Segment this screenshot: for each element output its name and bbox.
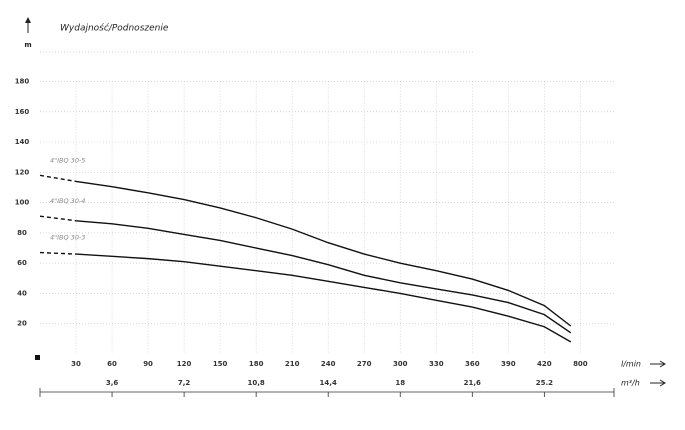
x-tick-label: 150	[213, 360, 228, 368]
origin-marker	[35, 355, 40, 360]
x-tick-label: 360	[465, 360, 480, 368]
series-label: 4"IBQ 30-3	[50, 234, 85, 242]
x-tick-label: 210	[285, 360, 300, 368]
series-line-dashed	[39, 215, 77, 222]
y-arrowhead	[25, 17, 31, 23]
x-arrow	[650, 360, 666, 368]
y-tick-label: 80	[17, 229, 27, 237]
x-tick-label: 330	[429, 360, 444, 368]
series-label: 4"IBQ 30-5	[50, 156, 85, 164]
series-line	[75, 180, 572, 327]
x-tick-label: 270	[357, 360, 372, 368]
chart-title: Wydajność/Podnoszenie	[60, 23, 169, 34]
y-tick-label: 120	[15, 168, 30, 176]
series-line	[75, 253, 572, 343]
series-line-dashed	[39, 251, 77, 255]
x2-tick-label: 10,8	[248, 379, 265, 387]
x-tick-label: 120	[177, 360, 192, 368]
x2-tick-label: 14,4	[320, 379, 337, 387]
x2-tick-label: 25.2	[536, 379, 553, 387]
x2-arrow	[650, 379, 666, 387]
y-axis-label: m	[24, 41, 31, 49]
x-tick-label: 30	[71, 360, 81, 368]
x-tick-label: 60	[107, 360, 117, 368]
x-tick-label: 180	[249, 360, 264, 368]
x2-tick-label: 3,6	[106, 379, 119, 387]
x-tick-label: 800	[573, 360, 588, 368]
y-tick-label: 140	[15, 138, 30, 146]
x-tick-label: 300	[393, 360, 408, 368]
series-line-dashed	[39, 174, 77, 183]
y-tick-label: 60	[17, 259, 27, 267]
x-tick-label: 90	[143, 360, 153, 368]
series-label: 4"IBQ 30-4	[50, 197, 85, 205]
y-tick-label: 100	[15, 199, 30, 207]
y-tick-label: 160	[15, 108, 30, 116]
series-line	[75, 220, 572, 334]
x-tick-label: 240	[321, 360, 336, 368]
x2-tick-label: 18	[395, 379, 405, 387]
y-tick-label: 20	[17, 320, 27, 328]
x-tick-label: 390	[501, 360, 516, 368]
x2-axis-label: m³/h	[621, 379, 640, 388]
x2-tick-label: 7,2	[178, 379, 191, 387]
y-tick-label: 40	[17, 289, 27, 297]
x2-tick-label: 21,6	[464, 379, 481, 387]
x-tick-label: 420	[537, 360, 552, 368]
y-tick-label: 180	[15, 78, 30, 86]
x-axis-label: l/min	[621, 360, 641, 369]
